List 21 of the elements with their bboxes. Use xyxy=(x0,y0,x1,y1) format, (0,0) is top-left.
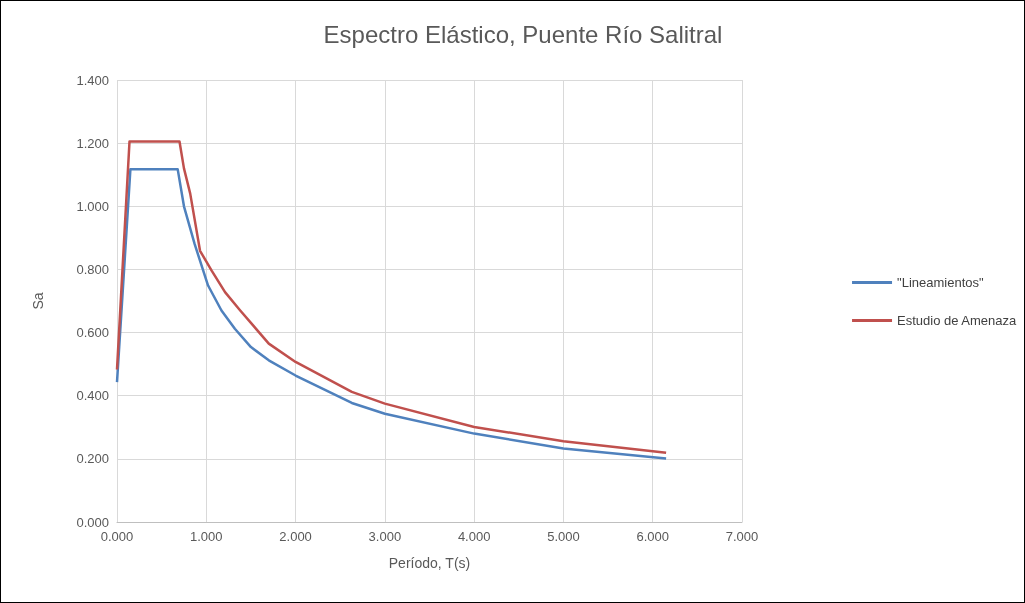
y-tick-label: 1.400 xyxy=(76,72,109,88)
y-tick-label: 0.200 xyxy=(76,451,109,467)
y-tick-label: 1.200 xyxy=(76,135,109,151)
legend-label: Estudio de Amenaza xyxy=(897,313,1018,328)
x-axis-title: Período, T(s) xyxy=(388,555,471,571)
y-tick-label: 0.000 xyxy=(76,514,109,530)
y-tick-label: 0.400 xyxy=(76,388,109,404)
chart-title: Espectro Elástico, Puente Río Salitral xyxy=(323,20,723,48)
y-tick-label: 0.800 xyxy=(76,261,109,277)
y-tick-label: 1.000 xyxy=(76,198,109,214)
x-tick-label: 5.000 xyxy=(547,529,580,544)
x-tick-label: 1.000 xyxy=(190,529,223,544)
x-tick-label: 3.000 xyxy=(368,529,402,544)
x-tick-label: 7.000 xyxy=(725,529,759,544)
legend-label: "Lineamientos" xyxy=(897,275,984,290)
y-axis-title: Sa xyxy=(30,292,46,310)
x-tick-label: 4.000 xyxy=(457,529,491,544)
y-tick-label: 0.600 xyxy=(76,325,109,341)
x-tick-label: 6.000 xyxy=(636,529,669,544)
x-tick-label: 0.000 xyxy=(100,529,134,544)
x-tick-label: 2.000 xyxy=(279,529,312,544)
